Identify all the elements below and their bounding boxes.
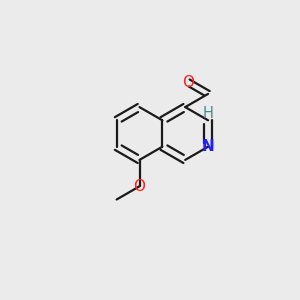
Text: O: O bbox=[182, 75, 194, 90]
Text: N: N bbox=[202, 139, 214, 154]
Text: H: H bbox=[203, 106, 214, 121]
Text: O: O bbox=[134, 179, 146, 194]
